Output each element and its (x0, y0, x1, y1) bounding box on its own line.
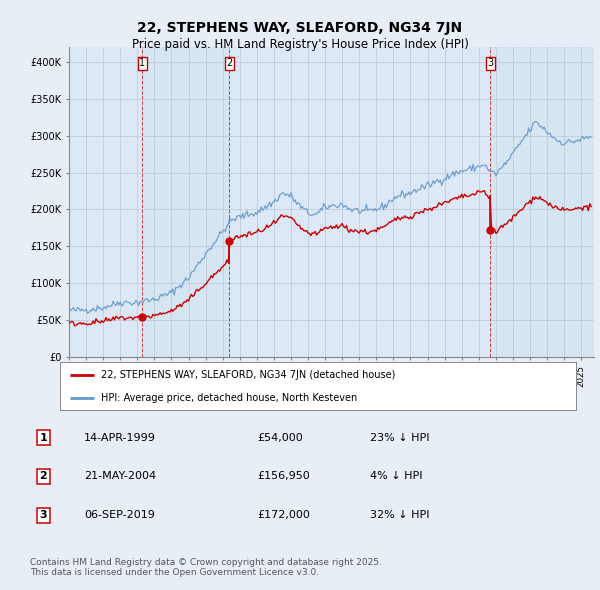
Text: £54,000: £54,000 (257, 432, 302, 442)
Bar (490, 47, 594, 357)
Text: £156,950: £156,950 (257, 471, 310, 481)
Text: Contains HM Land Registry data © Crown copyright and database right 2025.
This d: Contains HM Land Registry data © Crown c… (30, 558, 382, 577)
Text: 21-MAY-2004: 21-MAY-2004 (84, 471, 156, 481)
Text: HPI: Average price, detached house, North Kesteven: HPI: Average price, detached house, Nort… (101, 393, 358, 403)
Text: 22, STEPHENS WAY, SLEAFORD, NG34 7JN (detached house): 22, STEPHENS WAY, SLEAFORD, NG34 7JN (de… (101, 370, 395, 380)
Text: 23% ↓ HPI: 23% ↓ HPI (370, 432, 430, 442)
Text: 4% ↓ HPI: 4% ↓ HPI (370, 471, 422, 481)
Text: 32% ↓ HPI: 32% ↓ HPI (370, 510, 430, 520)
Text: £172,000: £172,000 (257, 510, 310, 520)
Text: Price paid vs. HM Land Registry's House Price Index (HPI): Price paid vs. HM Land Registry's House … (131, 38, 469, 51)
Text: 2: 2 (40, 471, 47, 481)
Bar (142, 47, 229, 357)
Text: 1: 1 (139, 58, 145, 68)
Text: 1: 1 (40, 432, 47, 442)
Bar (69, 47, 142, 357)
Text: 06-SEP-2019: 06-SEP-2019 (84, 510, 155, 520)
Text: 3: 3 (40, 510, 47, 520)
Text: 14-APR-1999: 14-APR-1999 (84, 432, 156, 442)
Text: 22, STEPHENS WAY, SLEAFORD, NG34 7JN: 22, STEPHENS WAY, SLEAFORD, NG34 7JN (137, 21, 463, 35)
Bar (229, 47, 490, 357)
Text: 2: 2 (226, 58, 232, 68)
Text: 3: 3 (487, 58, 493, 68)
